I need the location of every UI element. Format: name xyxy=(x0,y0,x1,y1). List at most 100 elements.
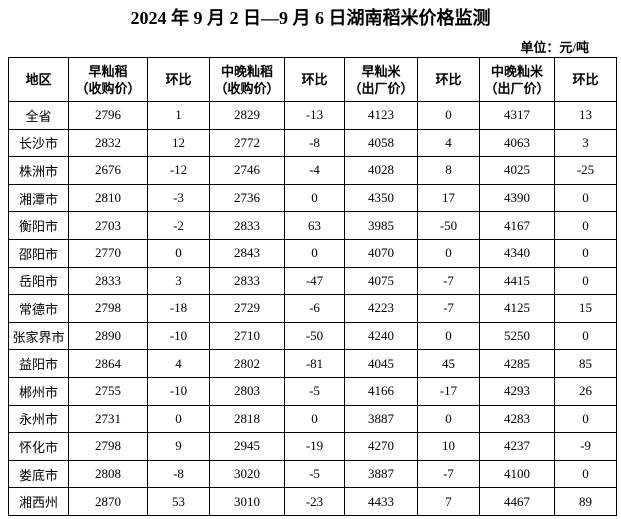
header-cell: 地区 xyxy=(8,57,69,102)
value-cell: 4317 xyxy=(479,101,555,130)
value-cell: 0 xyxy=(284,238,345,268)
value-cell: -5 xyxy=(284,376,345,406)
unit: 单位：元/吨 xyxy=(520,40,589,55)
value-cell: 4237 xyxy=(479,432,555,461)
value-cell: 3020 xyxy=(209,459,285,489)
value-cell: 0 xyxy=(417,238,480,268)
header-line: 环比 xyxy=(301,72,328,87)
value-cell: 2676 xyxy=(68,156,148,185)
value-cell: 4240 xyxy=(344,321,418,351)
value-cell: 9 xyxy=(147,432,210,461)
value-cell: 26 xyxy=(554,376,617,406)
region-cell: 永州市 xyxy=(8,404,69,434)
value-cell: 4283 xyxy=(479,404,555,434)
header-line: 环比 xyxy=(435,72,462,87)
value-cell: 0 xyxy=(554,211,617,240)
value-cell: 2796 xyxy=(68,101,148,130)
region-cell: 怀化市 xyxy=(8,432,69,461)
value-cell: -81 xyxy=(284,349,345,378)
value-cell: 13 xyxy=(554,101,617,130)
value-cell: 10 xyxy=(417,432,480,461)
value-cell: 0 xyxy=(554,266,617,296)
table-row: 邵阳市 2770 0 2843 0 4070 0 4340 0 xyxy=(8,238,617,268)
value-cell: -12 xyxy=(147,156,210,185)
table-row: 永州市 2731 0 2818 0 3887 0 4283 0 xyxy=(8,404,617,434)
table-row: 全省 2796 1 2829 -13 4123 0 4317 13 xyxy=(8,101,617,130)
value-cell: -25 xyxy=(554,156,617,185)
value-cell: 2843 xyxy=(209,238,285,268)
value-cell: 4467 xyxy=(479,487,555,516)
header-line: 早籼稻 xyxy=(88,63,128,79)
value-cell: 4063 xyxy=(479,128,555,158)
value-cell: 2798 xyxy=(68,294,148,323)
value-cell: -6 xyxy=(284,294,345,323)
header-cell: 环比 xyxy=(284,57,345,102)
value-cell: -18 xyxy=(147,294,210,323)
header-line: 中晚籼米 xyxy=(490,63,543,79)
value-cell: -8 xyxy=(147,459,210,489)
price-table: 地区 早籼稻 （收购价） 环比 中晚籼稻 （收购价） 环比 早籼米 （出厂价） 环比 中晚籼米 （出厂… xyxy=(8,57,617,516)
value-cell: 4390 xyxy=(479,183,555,213)
value-cell: 2833 xyxy=(68,266,148,296)
header-line: （出厂价） xyxy=(348,80,414,96)
value-cell: 45 xyxy=(417,349,480,378)
header-line: 中晚籼稻 xyxy=(220,63,273,79)
value-cell: 4025 xyxy=(479,156,555,185)
value-cell: 2945 xyxy=(209,432,285,461)
header-row: 地区 早籼稻 （收购价） 环比 中晚籼稻 （收购价） 环比 早籼米 （出厂价） 环比 中晚籼米 （出厂… xyxy=(8,57,617,102)
value-cell: 4293 xyxy=(479,376,555,406)
table-body: 全省 2796 1 2829 -13 4123 0 4317 13 长沙市 2832 12 2772 -8… xyxy=(8,101,617,516)
value-cell: 4433 xyxy=(344,487,418,516)
header-line: 环比 xyxy=(572,72,599,87)
table-row: 株洲市 2676 -12 2746 -4 4028 8 4025 -25 xyxy=(8,156,617,185)
value-cell: 2833 xyxy=(209,211,285,240)
region-cell: 株洲市 xyxy=(8,156,69,185)
table-row: 张家界市 2890 -10 2710 -50 4240 0 5250 0 xyxy=(8,321,617,351)
value-cell: 89 xyxy=(554,487,617,516)
value-cell: 85 xyxy=(554,349,617,378)
header-cell: 早籼稻 （收购价） xyxy=(68,57,148,102)
value-cell: -9 xyxy=(554,432,617,461)
value-cell: 0 xyxy=(417,404,480,434)
header-cell: 早籼米 （出厂价） xyxy=(344,57,418,102)
value-cell: -19 xyxy=(284,432,345,461)
value-cell: 2808 xyxy=(68,459,148,489)
region-cell: 娄底市 xyxy=(8,459,69,489)
value-cell: 2770 xyxy=(68,238,148,268)
table-row: 湘潭市 2810 -3 2736 0 4350 17 4390 0 xyxy=(8,183,617,213)
region-cell: 常德市 xyxy=(8,294,69,323)
value-cell: 2810 xyxy=(68,183,148,213)
value-cell: -50 xyxy=(417,211,480,240)
header-cell: 环比 xyxy=(147,57,210,102)
region-cell: 衡阳市 xyxy=(8,211,69,240)
value-cell: 3887 xyxy=(344,459,418,489)
table-row: 怀化市 2798 9 2945 -19 4270 10 4237 -9 xyxy=(8,432,617,461)
value-cell: -3 xyxy=(147,183,210,213)
region-cell: 湘潭市 xyxy=(8,183,69,213)
value-cell: 4 xyxy=(417,128,480,158)
header-line: （收购价） xyxy=(75,80,141,96)
value-cell: 2755 xyxy=(68,376,148,406)
value-cell: 0 xyxy=(147,238,210,268)
region-cell: 长沙市 xyxy=(8,128,69,158)
value-cell: -23 xyxy=(284,487,345,516)
value-cell: 4166 xyxy=(344,376,418,406)
value-cell: 17 xyxy=(417,183,480,213)
value-cell: 4058 xyxy=(344,128,418,158)
region-cell: 益阳市 xyxy=(8,349,69,378)
value-cell: 2731 xyxy=(68,404,148,434)
value-cell: 5250 xyxy=(479,321,555,351)
value-cell: 4028 xyxy=(344,156,418,185)
header-cell: 环比 xyxy=(417,57,480,102)
value-cell: 3 xyxy=(147,266,210,296)
value-cell: 4340 xyxy=(479,238,555,268)
value-cell: 2772 xyxy=(209,128,285,158)
value-cell: -10 xyxy=(147,321,210,351)
value-cell: -7 xyxy=(417,459,480,489)
value-cell: 4167 xyxy=(479,211,555,240)
header-cell: 中晚籼米 （出厂价） xyxy=(479,57,555,102)
value-cell: 2746 xyxy=(209,156,285,185)
value-cell: 63 xyxy=(284,211,345,240)
value-cell: -2 xyxy=(147,211,210,240)
table-row: 郴州市 2755 -10 2803 -5 4166 -17 4293 26 xyxy=(8,376,617,406)
